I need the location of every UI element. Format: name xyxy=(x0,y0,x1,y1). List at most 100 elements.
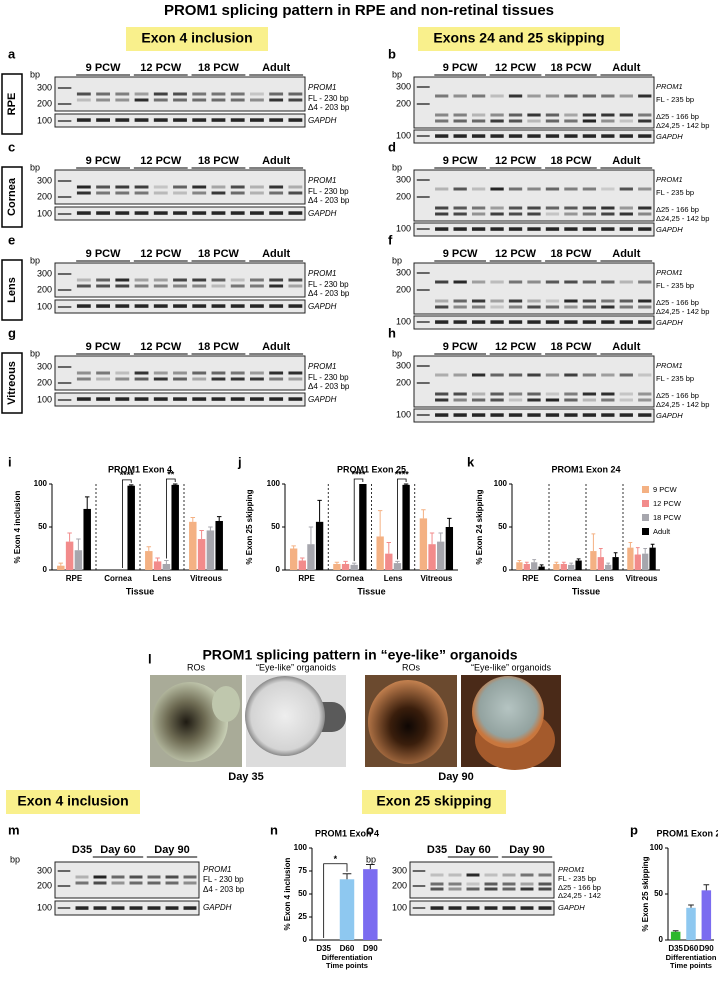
gel-band xyxy=(638,299,652,303)
error-bar xyxy=(146,546,152,552)
gel-band xyxy=(527,373,541,377)
error-bar xyxy=(300,557,305,561)
gel-band xyxy=(527,320,541,324)
gel-band xyxy=(502,882,516,886)
bar xyxy=(385,553,393,570)
gel-band xyxy=(153,371,168,375)
y-tick-label: 50 xyxy=(298,889,307,898)
error-bar xyxy=(517,560,522,563)
gel-band xyxy=(601,398,615,402)
ladder-label: 300 xyxy=(396,174,411,184)
gel-band xyxy=(183,881,197,885)
bar xyxy=(538,566,545,570)
gel-band xyxy=(269,191,284,195)
bar xyxy=(437,541,445,570)
band-label: PROM1 xyxy=(656,361,683,370)
panel-letter: f xyxy=(388,232,393,247)
error-bar xyxy=(164,560,169,564)
band-label: PROM1 xyxy=(308,176,336,185)
gel-band xyxy=(490,373,504,377)
gel-band xyxy=(538,873,552,877)
section-header: Exons 24 and 25 skipping xyxy=(433,30,604,46)
ladder-label: 300 xyxy=(37,361,52,371)
gel-band xyxy=(288,211,303,215)
ladder-label: 100 xyxy=(37,394,52,404)
ladder-label: 300 xyxy=(392,865,407,875)
gel-band xyxy=(545,113,560,117)
gel-band xyxy=(582,299,597,303)
gel-band xyxy=(508,134,523,138)
gel-band xyxy=(564,94,578,98)
gel-band xyxy=(269,284,284,288)
gel-band xyxy=(490,206,504,210)
gel-band xyxy=(490,212,504,216)
error-bar xyxy=(643,548,648,554)
gel-band xyxy=(508,206,523,210)
band-label: GAPDH xyxy=(656,318,683,327)
gel-band xyxy=(471,227,486,231)
gel-band xyxy=(564,206,578,210)
gel-band xyxy=(115,284,130,288)
gel-band xyxy=(288,371,303,375)
gel-band xyxy=(545,206,560,210)
gel-band xyxy=(288,118,303,122)
gel-band xyxy=(173,118,187,122)
day-label: Day 90 xyxy=(438,771,473,783)
lane-group-label: Adult xyxy=(262,248,290,260)
panel-letter: o xyxy=(366,822,374,837)
lane-group-label: D35 xyxy=(427,844,447,856)
gel-band xyxy=(134,92,149,96)
gel-image xyxy=(54,900,200,916)
gel-band xyxy=(153,118,168,122)
ladder-band xyxy=(416,382,430,384)
tissue-label: Cornea xyxy=(6,177,18,216)
ladder-band xyxy=(57,103,72,105)
significance-label: * xyxy=(334,854,338,864)
gel-band xyxy=(490,227,504,231)
error-bar xyxy=(561,561,566,564)
gel-band xyxy=(173,92,187,96)
error-bar xyxy=(606,562,611,565)
error-bar xyxy=(351,562,357,565)
error-bar xyxy=(317,499,322,522)
gel-band xyxy=(471,373,486,377)
band-label: FL - 230 bp xyxy=(308,187,349,196)
gel-band xyxy=(96,371,110,375)
gel-band xyxy=(76,377,91,381)
panel-letter: p xyxy=(630,822,638,837)
size-unit: bp xyxy=(392,348,402,358)
gel-band xyxy=(153,98,168,102)
error-bar xyxy=(403,483,409,485)
band-label: GAPDH xyxy=(308,395,337,404)
gel-band xyxy=(153,377,168,381)
error-bar xyxy=(532,559,537,563)
gel-band xyxy=(453,392,467,396)
gel-band xyxy=(484,873,498,877)
bar xyxy=(153,561,162,570)
gel-band xyxy=(192,98,207,102)
gel-band xyxy=(250,304,264,308)
ladder-label: 300 xyxy=(396,360,411,370)
gel-band xyxy=(96,185,110,189)
gel-band xyxy=(192,397,207,401)
gel-band xyxy=(619,299,633,303)
gel-band xyxy=(527,280,541,284)
gel-band xyxy=(508,305,523,309)
gel-band xyxy=(269,278,284,282)
gel-band xyxy=(165,881,179,885)
gel-band xyxy=(75,881,89,885)
band-label: Δ24,25 - 142 bp xyxy=(656,121,709,130)
ladder-band xyxy=(57,289,72,291)
gel-band xyxy=(93,906,107,910)
gel-band xyxy=(173,185,187,189)
gel-band xyxy=(484,906,498,910)
bar xyxy=(516,562,523,570)
x-axis-label: Differentiation xyxy=(666,953,717,962)
bar xyxy=(553,563,560,570)
gel-band xyxy=(601,212,615,216)
y-tick-label: 100 xyxy=(294,843,308,852)
gel-band xyxy=(435,398,449,402)
gel-band xyxy=(619,94,633,98)
section-header-box xyxy=(418,27,620,51)
error-bar xyxy=(67,532,72,542)
